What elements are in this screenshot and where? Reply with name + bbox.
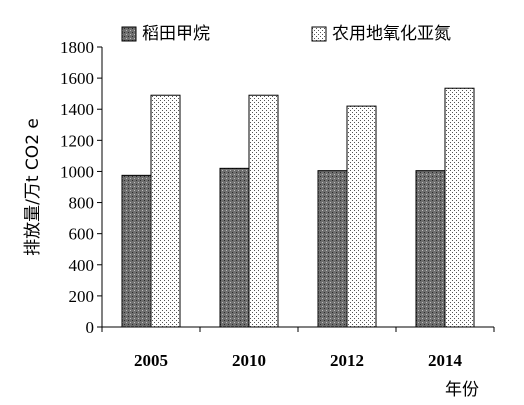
y-tick-label: 1000 <box>60 162 94 181</box>
bar-series-2-2014 <box>444 87 475 328</box>
bars <box>121 87 475 328</box>
y-tick-label: 0 <box>86 318 95 337</box>
y-axis-ticks: 0 200 400 600 800 1000 1200 1400 1600 1800 <box>60 38 102 337</box>
x-tick-label: 2005 <box>134 351 168 370</box>
bar-series-1-2014 <box>415 170 446 328</box>
x-axis-title: 年份 <box>445 380 479 400</box>
legend-label-series-2: 农用地氧化亚氮 <box>332 24 451 44</box>
y-tick-label: 800 <box>69 194 95 213</box>
x-tick-label: 2012 <box>330 351 364 370</box>
legend-swatch-series-2 <box>311 26 327 42</box>
legend-swatch-series-1 <box>121 26 137 42</box>
y-tick-label: 1800 <box>60 38 94 57</box>
y-axis-title: 排放量/万t CO2 e <box>23 118 43 256</box>
y-tick-label: 600 <box>69 225 95 244</box>
bar-series-1-2010 <box>219 167 250 328</box>
y-tick-label: 400 <box>69 256 95 275</box>
bar-series-2-2010 <box>248 94 279 328</box>
legend: 稻田甲烷 农用地氧化亚氮 <box>121 24 451 44</box>
y-tick-label: 200 <box>69 287 95 306</box>
bar-series-1-2005 <box>121 174 152 328</box>
legend-label-series-1: 稻田甲烷 <box>142 24 210 44</box>
bar-series-2-2005 <box>150 94 181 328</box>
y-tick-label: 1600 <box>60 69 94 88</box>
x-tick-label: 2014 <box>428 351 463 370</box>
bar-series-2-2012 <box>346 105 377 328</box>
x-tick-label: 2010 <box>232 351 266 370</box>
y-tick-label: 1400 <box>60 100 94 119</box>
y-tick-label: 1200 <box>60 131 94 150</box>
x-axis-ticks: 2005 2010 2012 2014 <box>101 327 495 370</box>
bar-series-1-2012 <box>317 170 348 328</box>
